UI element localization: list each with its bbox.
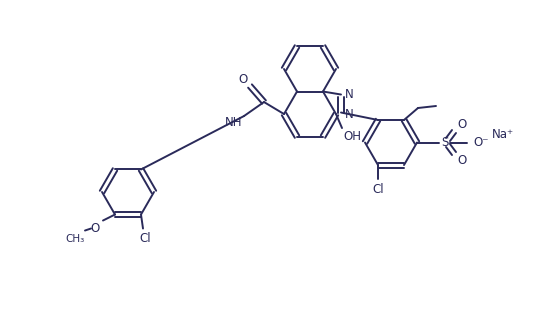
Text: S: S [441, 136, 449, 149]
Text: O⁻: O⁻ [473, 136, 489, 149]
Text: CH₃: CH₃ [65, 233, 85, 244]
Text: Cl: Cl [372, 183, 384, 196]
Text: Cl: Cl [139, 232, 151, 245]
Text: N: N [345, 88, 353, 101]
Text: O: O [457, 118, 466, 131]
Text: N: N [345, 108, 353, 121]
Text: OH: OH [343, 129, 361, 143]
Text: NH: NH [225, 115, 243, 129]
Text: O: O [238, 72, 248, 85]
Text: O: O [457, 154, 466, 167]
Text: Na⁺: Na⁺ [492, 128, 514, 141]
Text: O: O [90, 222, 99, 235]
